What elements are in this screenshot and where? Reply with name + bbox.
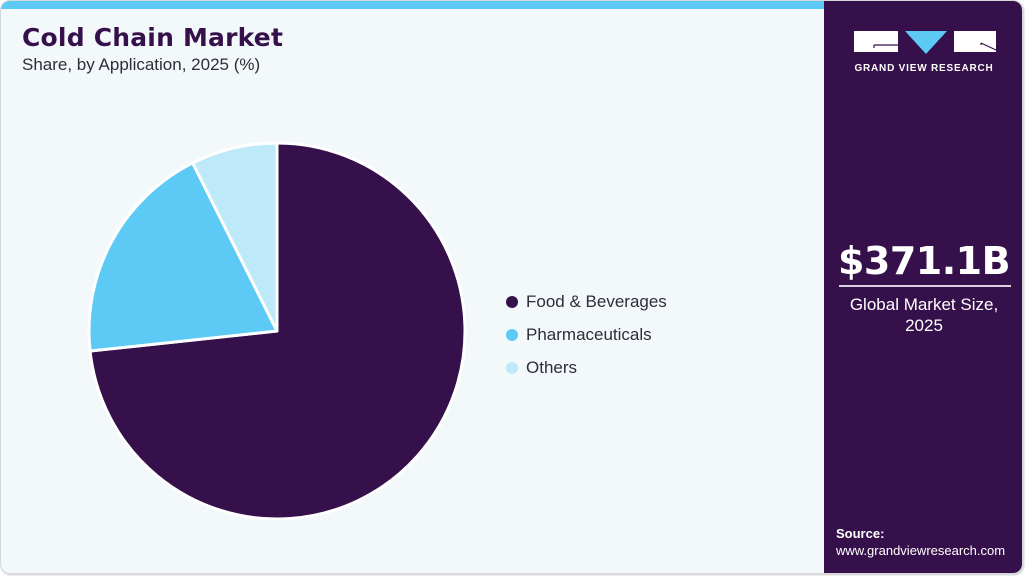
legend-item-food-beverages: Food & Beverages: [506, 285, 667, 318]
legend-dot-icon: [506, 361, 518, 374]
legend-dot-icon: [506, 295, 518, 308]
source-label: Source:: [836, 526, 885, 541]
source-link[interactable]: www.grandviewresearch.com: [836, 543, 1006, 558]
chart-legend: Food & Beverages Pharmaceuticals Others: [506, 285, 667, 384]
logo-text: GRAND VIEW RESEARCH: [854, 63, 994, 74]
pie-chart: [87, 141, 467, 521]
sidebar-panel: GRAND VIEW RESEARCH $371.1B Global Marke…: [824, 1, 1022, 573]
market-size-label: Global Market Size, 2025: [824, 294, 1022, 336]
legend-label: Others: [526, 357, 578, 377]
chart-title: Cold Chain Market: [22, 23, 284, 52]
pie-slice-pharmaceuticals: [87, 161, 279, 353]
divider: [839, 285, 1011, 287]
top-accent-bar: [1, 1, 824, 9]
market-size-value: $371.1B: [837, 239, 1011, 283]
legend-item-pharmaceuticals: Pharmaceuticals: [506, 318, 667, 351]
pie-slice-others: [191, 141, 279, 333]
legend-item-others: Others: [506, 351, 667, 384]
legend-dot-icon: [506, 328, 518, 341]
legend-label: Food & Beverages: [526, 291, 667, 311]
legend-label: Pharmaceuticals: [526, 324, 652, 344]
grand-view-research-logo-icon: [854, 31, 996, 54]
market-size-label-year: 2025: [905, 316, 943, 335]
market-size-label-line1: Global Market Size,: [849, 295, 999, 314]
chart-subtitle: Share, by Application, 2025 (%): [22, 55, 261, 74]
